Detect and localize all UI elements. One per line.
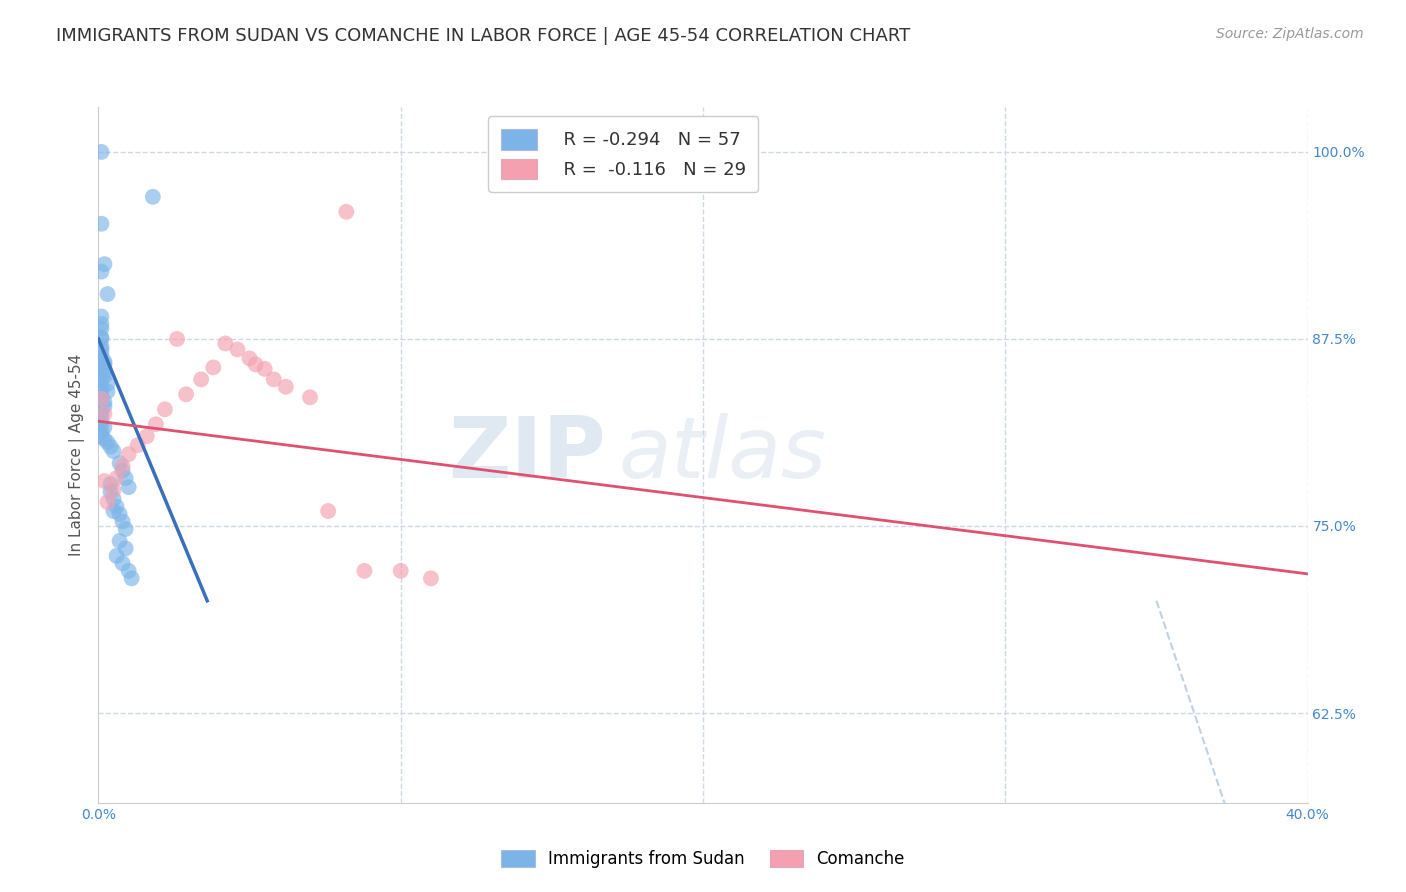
Point	[111, 557, 134, 571]
Point	[93, 420, 115, 434]
Point	[90, 347, 112, 361]
Point	[118, 447, 141, 461]
Point	[100, 484, 122, 499]
Point	[299, 390, 322, 404]
Point	[111, 459, 134, 474]
Point	[96, 435, 118, 450]
Point	[145, 417, 167, 432]
Point	[90, 392, 112, 406]
Point	[105, 471, 128, 485]
Point	[93, 407, 115, 421]
Point	[90, 425, 112, 439]
Text: ZIP: ZIP	[449, 413, 606, 497]
Point	[121, 571, 143, 585]
Point	[245, 358, 267, 372]
Point	[103, 483, 125, 497]
Point	[90, 332, 112, 346]
Point	[93, 354, 115, 368]
Point	[103, 504, 125, 518]
Point	[274, 380, 297, 394]
Point	[105, 549, 128, 563]
Point	[389, 564, 412, 578]
Point	[226, 343, 249, 357]
Point	[335, 204, 357, 219]
Point	[353, 564, 375, 578]
Point	[90, 145, 112, 159]
Point	[96, 287, 118, 301]
Point	[316, 504, 339, 518]
Point	[114, 471, 136, 485]
Point	[90, 390, 112, 404]
Point	[111, 464, 134, 478]
Point	[90, 317, 112, 331]
Point	[190, 372, 212, 386]
Point	[90, 330, 112, 344]
Point	[127, 438, 149, 452]
Point	[90, 321, 112, 335]
Point	[108, 533, 131, 548]
Point	[142, 190, 165, 204]
Point	[90, 343, 112, 357]
Point	[96, 384, 118, 399]
Point	[100, 440, 122, 454]
Point	[93, 474, 115, 488]
Point	[93, 257, 115, 271]
Point	[108, 456, 131, 470]
Point	[93, 362, 115, 376]
Point	[90, 217, 112, 231]
Point	[90, 404, 112, 418]
Point	[118, 480, 141, 494]
Text: Source: ZipAtlas.com: Source: ZipAtlas.com	[1216, 27, 1364, 41]
Point	[202, 360, 225, 375]
Point	[174, 387, 197, 401]
Text: atlas: atlas	[619, 413, 827, 497]
Point	[111, 515, 134, 529]
Point	[90, 409, 112, 423]
Point	[93, 358, 115, 372]
Point	[114, 522, 136, 536]
Point	[114, 541, 136, 556]
Point	[100, 477, 122, 491]
Point	[90, 372, 112, 386]
Point	[103, 444, 125, 458]
Point	[214, 336, 236, 351]
Point	[93, 432, 115, 446]
Point	[135, 429, 157, 443]
Point	[90, 417, 112, 432]
Point	[93, 365, 115, 379]
Point	[90, 351, 112, 366]
Point	[166, 332, 188, 346]
Point	[239, 351, 262, 366]
Point	[93, 394, 115, 409]
Point	[96, 495, 118, 509]
Point	[96, 376, 118, 391]
Point	[118, 564, 141, 578]
Point	[93, 369, 115, 384]
Point	[103, 491, 125, 506]
Point	[90, 310, 112, 324]
Point	[90, 429, 112, 443]
Point	[253, 362, 276, 376]
Y-axis label: In Labor Force | Age 45-54: In Labor Force | Age 45-54	[69, 354, 84, 556]
Point	[90, 265, 112, 279]
Point	[105, 500, 128, 514]
Point	[90, 384, 112, 399]
Legend: Immigrants from Sudan, Comanche: Immigrants from Sudan, Comanche	[495, 843, 911, 875]
Legend:   R = -0.294   N = 57,   R =  -0.116   N = 29: R = -0.294 N = 57, R = -0.116 N = 29	[488, 116, 758, 192]
Point	[90, 413, 112, 427]
Point	[108, 507, 131, 521]
Point	[90, 380, 112, 394]
Point	[153, 402, 176, 417]
Point	[90, 339, 112, 353]
Point	[420, 571, 443, 585]
Text: IMMIGRANTS FROM SUDAN VS COMANCHE IN LABOR FORCE | AGE 45-54 CORRELATION CHART: IMMIGRANTS FROM SUDAN VS COMANCHE IN LAB…	[56, 27, 911, 45]
Point	[93, 399, 115, 413]
Point	[263, 372, 285, 386]
